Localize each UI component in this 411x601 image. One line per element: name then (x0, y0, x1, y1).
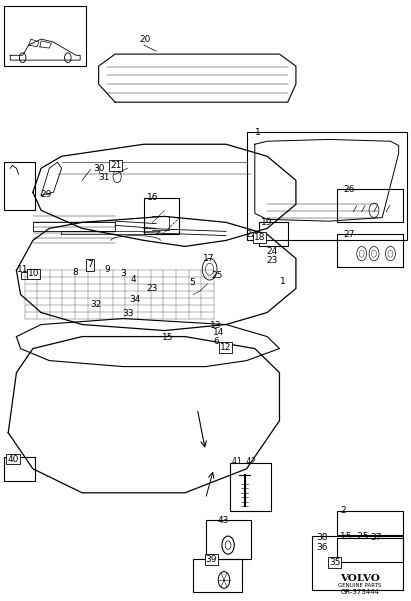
Text: GR-373444: GR-373444 (340, 589, 379, 595)
Text: 1: 1 (279, 277, 285, 286)
Text: 26: 26 (344, 185, 355, 194)
Bar (193, 559, 242, 592)
Text: 10: 10 (28, 269, 39, 278)
Text: 15: 15 (162, 332, 174, 341)
Text: 4: 4 (131, 275, 136, 284)
Text: 19: 19 (261, 218, 272, 227)
Text: 12: 12 (220, 343, 231, 352)
Text: 34: 34 (129, 294, 141, 304)
Text: 32: 32 (90, 299, 102, 308)
Bar (4, 162, 35, 210)
Bar (337, 538, 403, 562)
Text: 1: 1 (255, 128, 261, 137)
Text: 37: 37 (370, 532, 381, 542)
Text: 3: 3 (120, 269, 126, 278)
Text: 36: 36 (316, 543, 328, 552)
Text: 13: 13 (210, 320, 221, 329)
Text: 15  25: 15 25 (340, 532, 369, 541)
Text: 11: 11 (17, 264, 29, 273)
Text: 2: 2 (340, 505, 346, 514)
Text: 23: 23 (146, 284, 157, 293)
Text: 39: 39 (206, 555, 217, 564)
Bar (337, 511, 403, 535)
Text: 18: 18 (254, 233, 265, 242)
Text: 6: 6 (214, 337, 219, 346)
Text: 38: 38 (316, 532, 328, 542)
Bar (259, 222, 288, 246)
Text: 22: 22 (245, 230, 256, 239)
Bar (337, 189, 403, 222)
Bar (312, 536, 403, 590)
Bar (337, 234, 403, 267)
Bar (4, 457, 35, 481)
Text: 5: 5 (189, 278, 195, 287)
Text: 43: 43 (218, 516, 229, 525)
Text: 27: 27 (344, 230, 355, 239)
Text: 35: 35 (329, 558, 340, 567)
Text: 23: 23 (266, 255, 278, 264)
Text: 14: 14 (213, 328, 224, 337)
Bar (144, 198, 179, 234)
Text: 9: 9 (105, 264, 111, 273)
Bar (206, 520, 251, 559)
Bar (4, 6, 86, 66)
Text: 16: 16 (147, 193, 159, 202)
Text: 40: 40 (7, 454, 19, 463)
Text: 33: 33 (122, 308, 134, 317)
Text: GENUINE PARTS: GENUINE PARTS (338, 583, 381, 588)
Text: 8: 8 (72, 268, 78, 277)
Text: 25: 25 (212, 270, 223, 279)
Text: 31: 31 (98, 173, 109, 182)
Bar (230, 463, 271, 511)
Text: 24: 24 (266, 247, 277, 256)
Bar (247, 132, 407, 240)
Text: 17: 17 (203, 254, 215, 263)
Text: 41  42: 41 42 (232, 457, 256, 466)
Text: 29: 29 (40, 190, 52, 199)
Bar (21, 272, 28, 279)
Text: 30: 30 (94, 164, 105, 173)
Text: 7: 7 (87, 260, 93, 269)
Text: 20: 20 (140, 35, 151, 44)
Text: VOLVO: VOLVO (339, 574, 380, 582)
Text: 21: 21 (110, 161, 122, 170)
